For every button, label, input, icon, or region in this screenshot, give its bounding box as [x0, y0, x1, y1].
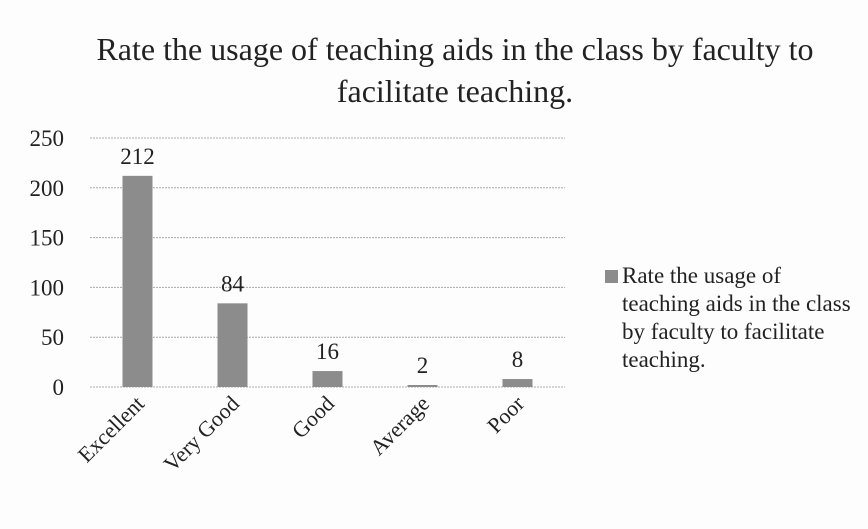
data-label: 16	[316, 339, 339, 364]
bar	[312, 371, 343, 387]
y-tick-label: 0	[53, 375, 65, 400]
x-tick-label: Poor	[482, 390, 530, 438]
y-tick-label: 250	[30, 126, 65, 151]
data-label: 212	[120, 144, 155, 169]
x-tick-label: Average	[365, 391, 434, 460]
y-tick-label: 50	[41, 325, 64, 350]
x-tick-label: Excellent	[73, 391, 149, 467]
bar	[502, 379, 533, 387]
legend-swatch	[605, 270, 618, 283]
x-tick-label: Good	[287, 391, 339, 443]
legend-label: Rate the usage of teaching aids in the c…	[622, 263, 851, 372]
data-label: 8	[512, 347, 524, 372]
data-label: 2	[417, 353, 429, 378]
bar	[217, 303, 248, 387]
legend: Rate the usage of teaching aids in the c…	[605, 262, 855, 374]
x-tick-label: Very Good	[159, 391, 245, 477]
y-tick-label: 200	[30, 176, 65, 201]
chart-title: Rate the usage of teaching aids in the c…	[96, 31, 814, 109]
data-label: 84	[221, 271, 245, 296]
bar	[122, 175, 153, 387]
y-tick-label: 150	[30, 226, 65, 251]
y-tick-label: 100	[30, 275, 65, 300]
bar	[407, 385, 438, 387]
